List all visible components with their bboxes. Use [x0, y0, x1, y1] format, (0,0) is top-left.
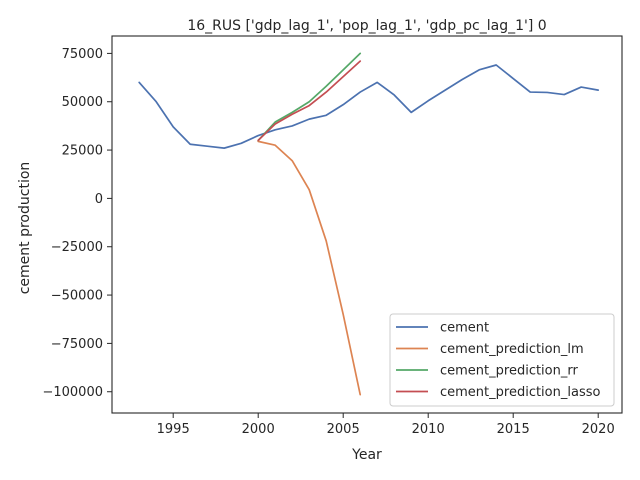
chart-title: 16_RUS ['gdp_lag_1', 'pop_lag_1', 'gdp_p… [187, 18, 546, 34]
y-tick-label: 25000 [62, 144, 103, 159]
y-tick-label: −75000 [51, 337, 103, 352]
x-tick-label: 1995 [157, 422, 190, 437]
y-tick-label: 75000 [62, 47, 103, 62]
series-line-cement [138, 64, 600, 149]
y-tick-label: −25000 [51, 240, 103, 255]
legend: cement cement_prediction_lm cement_predict… [389, 313, 615, 407]
x-tick-label: 2015 [497, 422, 530, 437]
x-axis: 1995 2000 2005 2010 2015 2020 [157, 413, 615, 437]
plot-area-frame [111, 35, 623, 414]
series-line-cement-prediction-lasso [257, 60, 362, 142]
x-tick-label: 2000 [242, 422, 275, 437]
x-tick-label: 2005 [327, 422, 360, 437]
y-tick-label: −50000 [51, 289, 103, 304]
x-axis-label: Year [351, 447, 382, 463]
y-axis-label: cement production [17, 162, 33, 295]
x-tick-label: 2020 [582, 422, 615, 437]
series-layer [138, 52, 600, 396]
y-axis: −100000 −75000 −50000 −25000 0 25000 50000 7500… [42, 47, 112, 400]
y-tick-label: 50000 [62, 95, 103, 110]
legend-label: cement [440, 321, 489, 336]
series-line-cement-prediction-lm [257, 140, 362, 396]
series-line-cement-prediction-rr [257, 52, 362, 142]
legend-box [389, 313, 615, 407]
y-tick-label: 0 [95, 192, 103, 207]
legend-label: cement_prediction_rr [440, 364, 578, 379]
x-tick-label: 2010 [412, 422, 445, 437]
y-tick-label: −100000 [42, 385, 103, 400]
legend-label: cement_prediction_lasso [440, 385, 600, 400]
legend-label: cement_prediction_lm [440, 342, 584, 357]
legend-items: cement cement_prediction_lm cement_predict… [396, 321, 600, 400]
